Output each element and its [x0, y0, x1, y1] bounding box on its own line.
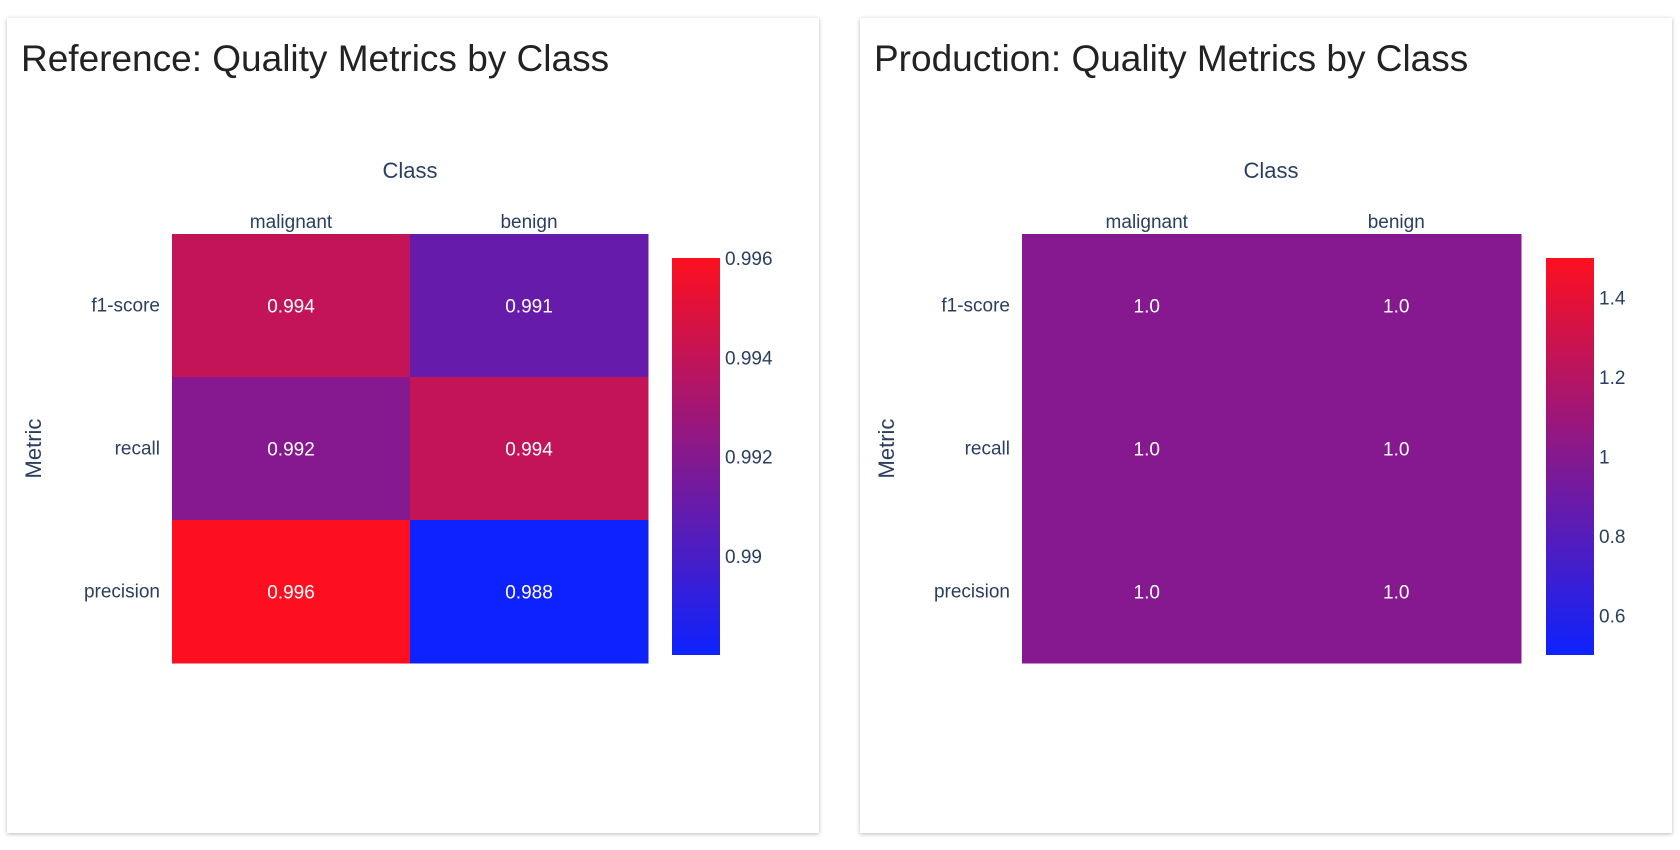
colorbar-tick-label: 1.4 [1599, 289, 1626, 310]
x-tick-label: malignant [250, 212, 333, 233]
cell-value-label: 0.994 [267, 297, 315, 318]
heatmap-cell [1271, 377, 1522, 521]
cell-value-label: 0.988 [505, 583, 553, 604]
x-tick-label: benign [500, 212, 557, 233]
reference-chart-panel: Reference: Quality Metrics by Class 0.99… [7, 18, 819, 833]
cell-value-label: 1.0 [1134, 297, 1160, 318]
production-heatmap: 1.0 1.0 1.0 1.0 1.0 1.0 malignant benign Class f1… [874, 158, 1626, 664]
y-tick-label: recall [965, 439, 1010, 460]
colorbar-tick-label: 1.2 [1599, 368, 1625, 389]
cell-value-label: 1.0 [1134, 583, 1160, 604]
cell-value-label: 0.996 [267, 583, 315, 604]
production-chart-title: Production: Quality Metrics by Class [874, 38, 1469, 79]
cell-value-label: 1.0 [1383, 297, 1409, 318]
colorbar-tick-label: 0.6 [1599, 606, 1625, 627]
heatmap-cell [1022, 234, 1272, 378]
y-tick-label: f1-score [941, 296, 1010, 317]
x-tick-label: benign [1368, 212, 1425, 233]
cell-value-label: 0.992 [267, 440, 315, 461]
heatmap-cell [1022, 520, 1272, 664]
heatmap-cell [172, 520, 411, 664]
heatmap-cell [410, 520, 649, 664]
y-tick-label: precision [934, 582, 1010, 603]
heatmap-cell [1271, 234, 1522, 378]
cell-value-label: 1.0 [1383, 440, 1409, 461]
x-tick-label: malignant [1106, 212, 1189, 233]
reference-chart-title: Reference: Quality Metrics by Class [21, 38, 610, 79]
colorbar [1546, 258, 1594, 655]
y-axis-title: Metric [874, 419, 899, 479]
colorbar [672, 258, 720, 655]
y-tick-label: recall [115, 439, 160, 460]
colorbar-tick-label: 0.99 [725, 547, 762, 568]
cell-value-label: 1.0 [1134, 440, 1160, 461]
heatmap-cell [172, 377, 411, 521]
heatmap-cell [172, 234, 411, 378]
colorbar-tick-label: 0.8 [1599, 527, 1625, 548]
colorbar-tick-label: 1 [1599, 448, 1610, 469]
production-chart-panel: Production: Quality Metrics by Class 1.0… [860, 18, 1672, 833]
colorbar-tick-label: 0.992 [725, 448, 773, 469]
y-tick-label: precision [84, 582, 160, 603]
heatmap-cell [410, 234, 649, 378]
heatmap-cell [1022, 377, 1272, 521]
reference-heatmap: 0.994 0.991 0.992 0.994 0.996 0.988 malignant b… [21, 158, 773, 664]
cell-value-label: 0.991 [505, 297, 553, 318]
x-axis-title: Class [1243, 158, 1298, 183]
cell-value-label: 0.994 [505, 440, 553, 461]
y-tick-label: f1-score [91, 296, 160, 317]
colorbar-tick-label: 0.996 [725, 249, 773, 270]
x-axis-title: Class [382, 158, 437, 183]
cell-value-label: 1.0 [1383, 583, 1409, 604]
heatmap-cell [1271, 520, 1522, 664]
heatmap-cell [410, 377, 649, 521]
colorbar-tick-label: 0.994 [725, 348, 773, 369]
y-axis-title: Metric [21, 419, 46, 479]
